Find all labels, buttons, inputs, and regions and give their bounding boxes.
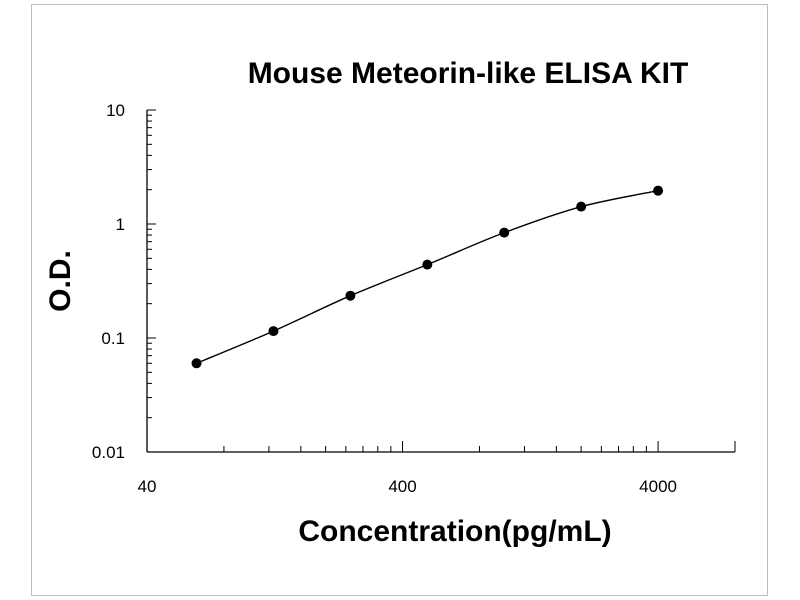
y-tick-label: 1 [116, 215, 125, 234]
data-point [576, 201, 587, 212]
y-axis-label: O.D. [44, 250, 77, 312]
data-point [499, 227, 510, 238]
data-point [345, 290, 356, 301]
y-ticks: 0.01 0.1 1 10 [92, 101, 156, 462]
y-tick-label: 0.1 [101, 329, 125, 348]
x-tick-label: 4000 [639, 477, 677, 496]
standard-curve-line [196, 189, 659, 364]
chart-frame [31, 4, 768, 596]
x-tick-label: 40 [138, 477, 157, 496]
data-point [268, 326, 279, 337]
data-point [422, 259, 433, 270]
x-tick-label: 400 [388, 477, 416, 496]
x-ticks: 40 400 4000 [138, 441, 736, 496]
x-axis-label: Concentration(pg/mL) [298, 515, 611, 548]
y-tick-label: 0.01 [92, 443, 125, 462]
data-point [653, 185, 664, 196]
chart-title: Mouse Meteorin-like ELISA KIT [248, 57, 689, 90]
y-tick-label: 10 [106, 101, 125, 120]
series-layer [191, 185, 664, 369]
axes [146, 110, 735, 453]
data-point [191, 358, 202, 369]
